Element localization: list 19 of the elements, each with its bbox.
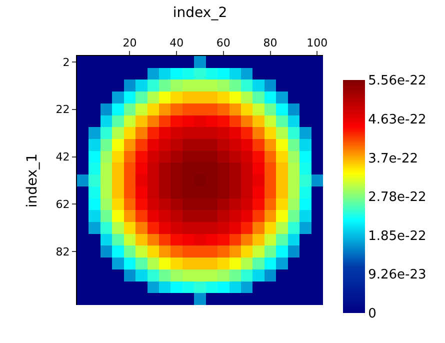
y-axis-title: index_1 [24,153,40,208]
color-bar-label: 2.78e-22 [368,190,426,205]
color-bar-label: 0 [368,306,376,322]
x-tick-label: 40 [170,36,184,50]
x-tick-label: 80 [263,36,278,50]
color-bar-label: 4.63e-22 [368,112,426,128]
y-tick-label: 82 [56,245,70,258]
color-bar-label: 9.26e-23 [368,268,426,283]
y-tick-label: 42 [56,150,70,164]
y-tick-label: 2 [62,56,70,69]
x-tick-label: 20 [122,36,137,50]
color-bar-label: 3.7e-22 [368,151,418,166]
y-tick-label: 62 [56,198,70,212]
x-axis-title: index_2 [172,5,228,22]
x-tick-label: 100 [306,36,328,50]
color-bar-label: 5.56e-22 [368,73,426,88]
x-tick-label: 60 [216,36,230,50]
color-bar-label: 1.85e-22 [368,228,426,244]
y-tick-label: 22 [56,103,70,116]
